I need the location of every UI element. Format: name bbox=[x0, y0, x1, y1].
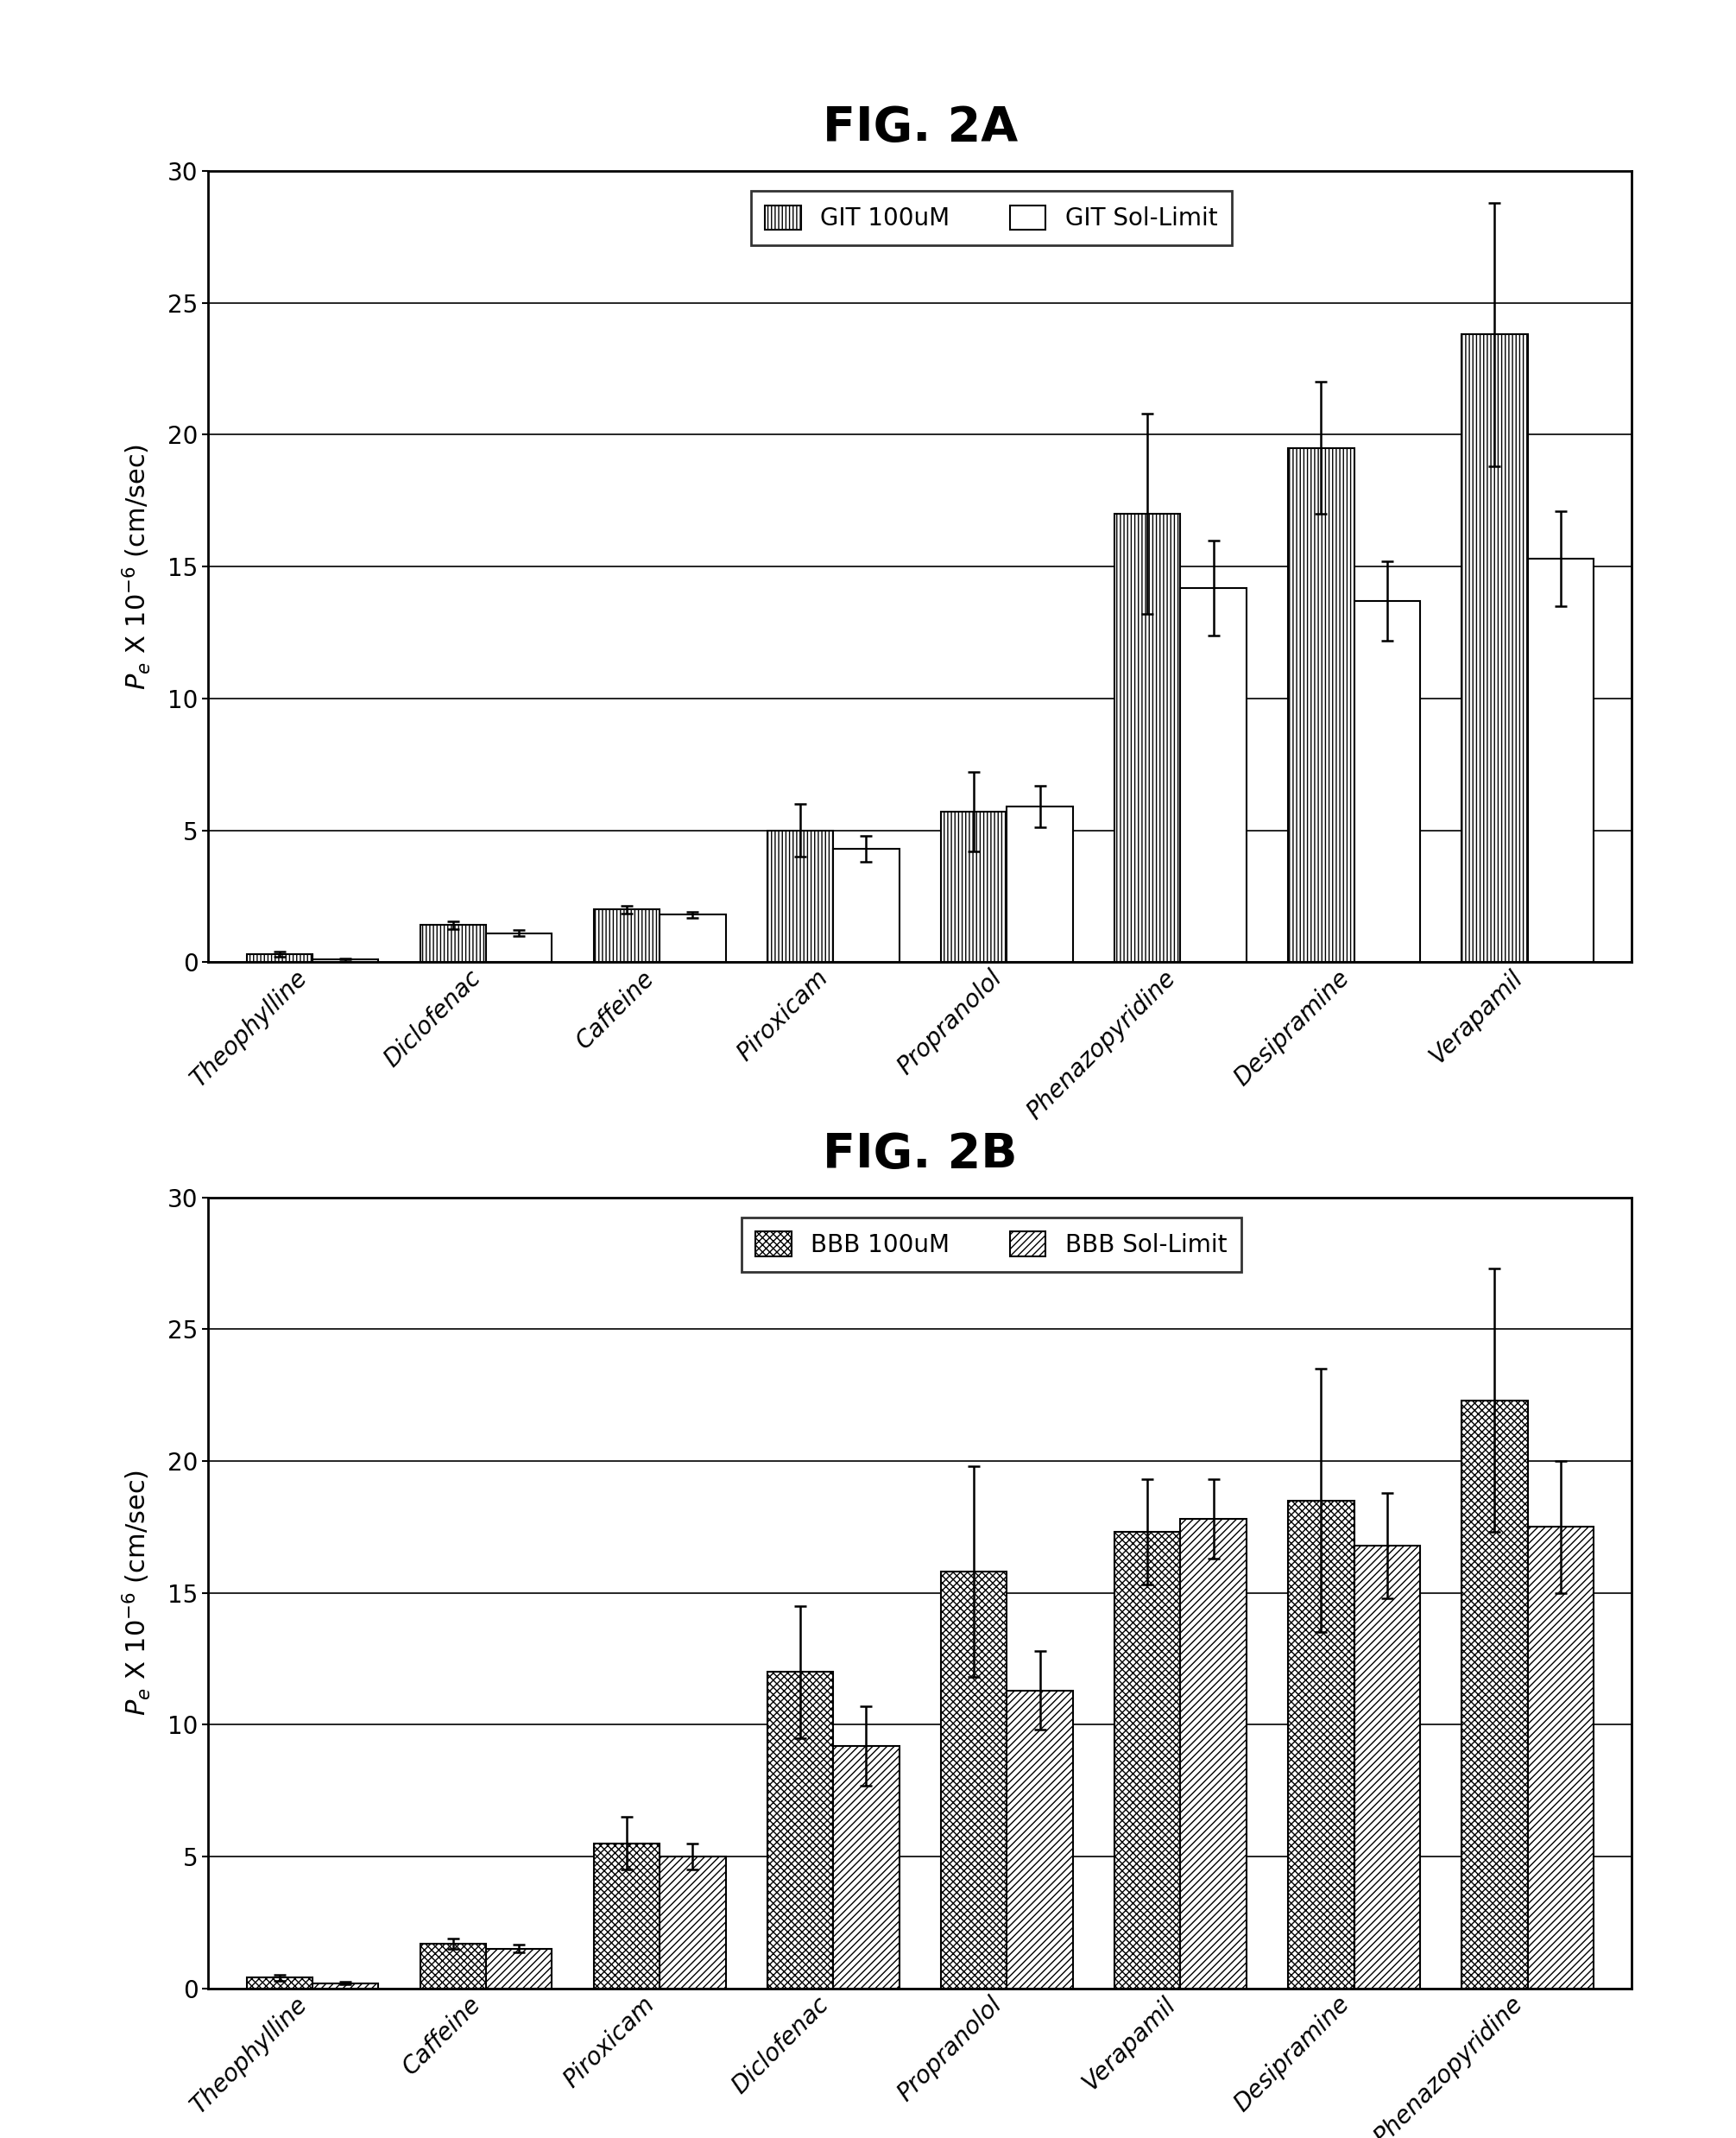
Y-axis label: $P_e$ X 10$^{-6}$ (cm/sec): $P_e$ X 10$^{-6}$ (cm/sec) bbox=[120, 1469, 153, 1717]
Bar bbox=[486, 1950, 552, 1988]
Legend: GIT 100uM, GIT Sol-Limit: GIT 100uM, GIT Sol-Limit bbox=[750, 190, 1233, 246]
Bar bbox=[1528, 1527, 1594, 1988]
Bar bbox=[767, 1672, 833, 1988]
Bar bbox=[420, 1943, 486, 1988]
Bar bbox=[1180, 588, 1246, 962]
Bar bbox=[1288, 447, 1354, 962]
Legend: BBB 100uM, BBB Sol-Limit: BBB 100uM, BBB Sol-Limit bbox=[741, 1217, 1241, 1272]
Bar bbox=[1115, 1533, 1180, 1988]
Bar bbox=[1115, 513, 1180, 962]
Bar bbox=[1462, 1400, 1528, 1988]
Bar bbox=[312, 960, 378, 962]
Bar bbox=[486, 932, 552, 962]
Bar bbox=[1007, 806, 1073, 962]
Bar bbox=[660, 915, 726, 962]
Bar bbox=[1354, 1546, 1420, 1988]
Bar bbox=[594, 1843, 660, 1988]
Bar bbox=[1288, 1501, 1354, 1988]
Bar bbox=[941, 812, 1007, 962]
Bar bbox=[247, 954, 312, 962]
Bar bbox=[1462, 334, 1528, 962]
Bar bbox=[1180, 1518, 1246, 1988]
Bar bbox=[312, 1984, 378, 1988]
Bar bbox=[1528, 558, 1594, 962]
Bar bbox=[594, 909, 660, 962]
Title: FIG. 2B: FIG. 2B bbox=[823, 1131, 1017, 1178]
Bar bbox=[420, 926, 486, 962]
Title: FIG. 2A: FIG. 2A bbox=[823, 105, 1017, 152]
Bar bbox=[833, 1747, 899, 1988]
Bar bbox=[767, 830, 833, 962]
Bar bbox=[1354, 601, 1420, 962]
Bar bbox=[1007, 1691, 1073, 1988]
Bar bbox=[660, 1856, 726, 1988]
Bar bbox=[941, 1571, 1007, 1988]
Y-axis label: $P_e$ X 10$^{-6}$ (cm/sec): $P_e$ X 10$^{-6}$ (cm/sec) bbox=[120, 443, 153, 691]
Bar bbox=[833, 849, 899, 962]
Bar bbox=[247, 1978, 312, 1988]
